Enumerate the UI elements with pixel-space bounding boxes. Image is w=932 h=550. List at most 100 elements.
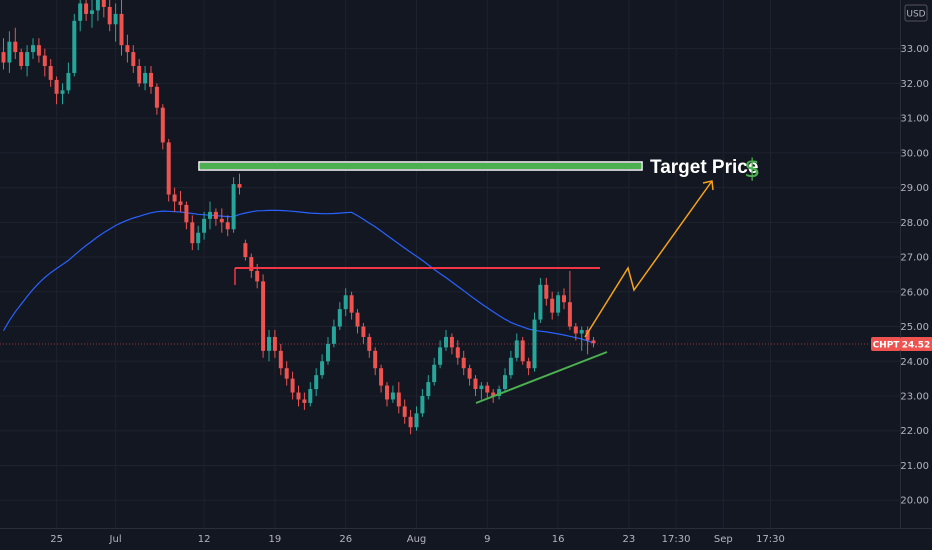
candle-body [255, 270, 260, 282]
candle-body [514, 340, 519, 358]
candle-body [337, 309, 342, 327]
candle-body [48, 66, 53, 80]
candle-body [125, 45, 130, 53]
currency-badge[interactable] [904, 4, 928, 22]
time-tick-label: 16 [552, 534, 565, 545]
dollar-sign-icon: $ [744, 154, 761, 184]
target-price-zone-fill [200, 163, 641, 169]
symbol-tag [871, 337, 901, 351]
candle-body [249, 257, 254, 271]
candle-body [320, 361, 325, 376]
candle-body [455, 347, 460, 358]
price-tick-label: 22.00 [900, 426, 929, 437]
candle-body [131, 52, 136, 66]
candle-body [278, 350, 283, 369]
candle-body [290, 378, 295, 393]
price-axis[interactable]: 20.00 21.00 22.00 23.00 24.00 25.00 26.00 27.00… [900, 44, 929, 507]
candle-body [567, 302, 572, 327]
candle-body [178, 201, 183, 205]
candle-body [314, 375, 319, 390]
candle-body [231, 184, 236, 230]
candle-body [562, 295, 566, 303]
price-tick-label: 26.00 [900, 287, 929, 298]
candle-body [503, 375, 507, 390]
candle-body [585, 330, 590, 341]
candle-body [237, 184, 242, 188]
candle-body [302, 399, 307, 403]
candle-body [113, 13, 118, 25]
candle-body [107, 6, 112, 25]
currency-label: USD [906, 10, 925, 20]
target-price-label: Target Price [650, 157, 758, 178]
price-tick-label: 20.00 [900, 496, 929, 507]
time-tick-label: 19 [269, 534, 282, 545]
candle-body [343, 295, 348, 310]
candle-body [25, 52, 30, 66]
time-tick-label: 26 [339, 534, 352, 545]
candle-body [66, 72, 71, 91]
time-tick-label: Sep [714, 534, 733, 545]
candle-body [349, 295, 354, 313]
candle-body [90, 10, 94, 14]
price-tick-label: 29.00 [900, 183, 929, 194]
time-tick-label: 23 [623, 534, 636, 545]
candle-body [272, 336, 277, 351]
candle-body [414, 413, 419, 428]
projection-path[interactable] [584, 180, 713, 338]
candle-body [225, 222, 230, 230]
candle-body [172, 194, 177, 202]
candle-body [550, 298, 555, 313]
price-tick-label: 27.00 [900, 253, 929, 264]
price-tick-label: 23.00 [900, 392, 929, 403]
candle-body [426, 382, 431, 396]
candle-body [202, 218, 207, 233]
time-tick-label: Jul [109, 534, 122, 545]
candle-body [449, 336, 454, 348]
candle-body [544, 284, 549, 299]
support-trendline[interactable] [475, 351, 608, 404]
candle-body [184, 204, 189, 223]
candle-body [379, 368, 384, 386]
grid [0, 0, 900, 528]
candle-body [95, 0, 100, 11]
candle-body [461, 357, 466, 369]
candle-body [160, 107, 165, 143]
candle-body [467, 368, 472, 379]
time-axis[interactable]: 25 Jul 12 19 26 Aug 9 16 23 17:30 Sep 17:30 [50, 534, 785, 545]
time-tick-label: 12 [198, 534, 211, 545]
candle-body [154, 86, 159, 108]
time-tick-label: Aug [407, 534, 427, 545]
candle-body [326, 343, 330, 362]
candle-body [491, 392, 496, 396]
candle-body [219, 218, 224, 223]
candle-body [84, 3, 89, 14]
candle-body [267, 336, 271, 351]
candle-body [36, 45, 41, 56]
price-tick-label: 32.00 [900, 79, 929, 90]
candle-body [78, 3, 83, 21]
target-price-zone[interactable] [198, 161, 643, 171]
price-tick-label: 30.00 [900, 148, 929, 159]
candle-body [485, 385, 490, 393]
candlestick-series [1, 0, 596, 435]
candle-body [402, 406, 407, 417]
candle-body [208, 211, 212, 219]
candle-body [438, 347, 443, 365]
candle-body [1, 52, 6, 63]
candle-body [361, 326, 366, 337]
candle-body [137, 66, 142, 84]
candle-body [243, 243, 248, 258]
candle-body [508, 357, 513, 376]
candle-body [143, 72, 148, 84]
time-tick-label: 17:30 [756, 534, 785, 545]
candle-body [396, 392, 401, 407]
candle-body [166, 142, 171, 195]
candle-body [591, 340, 596, 344]
candle-body [331, 326, 336, 344]
candle-body [31, 45, 35, 53]
candle-body [520, 340, 525, 362]
candle-body [101, 0, 106, 7]
candle-body [538, 284, 543, 320]
candle-body [261, 281, 266, 351]
